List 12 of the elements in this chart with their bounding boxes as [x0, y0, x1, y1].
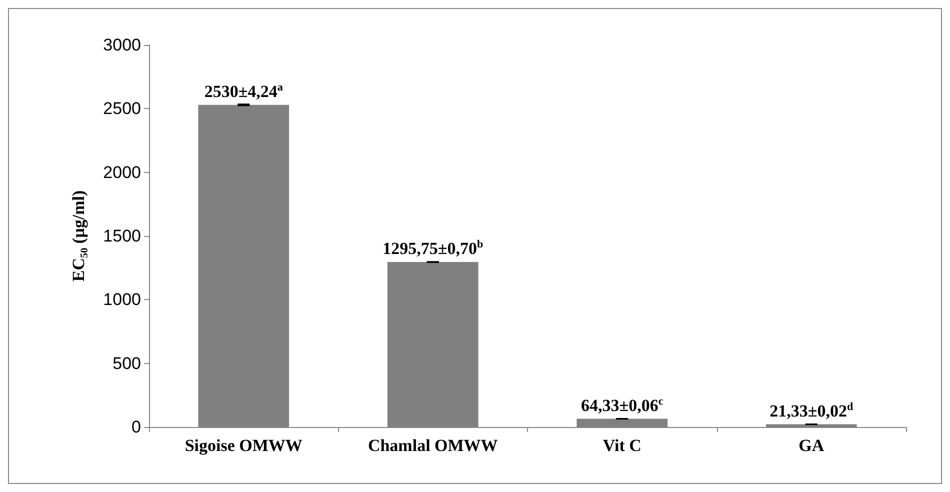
y-tick-label: 2000	[103, 162, 141, 182]
y-tick-label: 500	[112, 354, 141, 373]
x-tick-label: Sigoise OMWW	[184, 436, 302, 455]
y-tick-label: 0	[132, 418, 141, 436]
y-tick-label: 2500	[103, 99, 141, 118]
y-axis-title: EC₅₀ (µg/ml)	[69, 190, 88, 282]
x-tick-label: Chamlal OMWW	[368, 436, 498, 455]
x-tick-label: GA	[798, 436, 825, 455]
y-tick-label: 1500	[103, 226, 141, 246]
y-tick-label: 1000	[103, 290, 141, 310]
x-tick-label: Vit C	[602, 436, 642, 455]
y-tick-label: 3000	[103, 36, 141, 54]
